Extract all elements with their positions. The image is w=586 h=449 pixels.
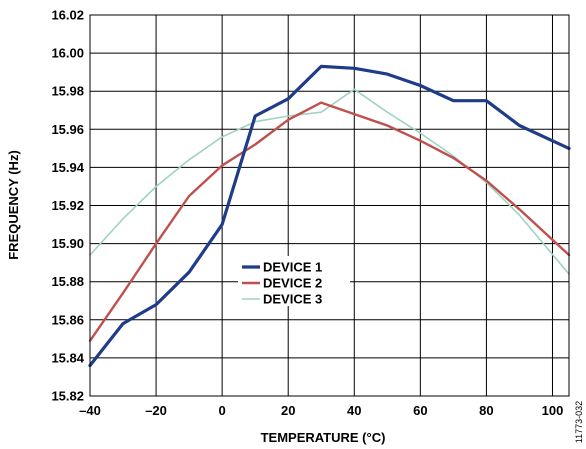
y-tick-label: 15.98 — [51, 84, 84, 99]
x-tick-label: 60 — [413, 403, 427, 418]
tick-labels: –40 –20 0 20 40 60 80 100 15.82 15.84 15.86 15.88 15… — [51, 8, 563, 419]
y-tick-label: 15.94 — [51, 160, 84, 175]
legend-label: DEVICE 3 — [263, 292, 322, 307]
y-tick-label: 15.92 — [51, 198, 84, 213]
grid — [89, 14, 569, 397]
x-axis-label: TEMPERATURE (°C) — [261, 430, 386, 445]
legend-background — [238, 256, 350, 306]
x-tick-label: 40 — [347, 403, 361, 418]
y-tick-label: 15.84 — [51, 350, 84, 365]
figure-id: 11773-032 — [574, 401, 584, 443]
legend-label: DEVICE 1 — [263, 260, 322, 275]
x-tick-label: –20 — [145, 403, 167, 418]
x-tick-label: 20 — [281, 403, 295, 418]
y-tick-label: 15.86 — [51, 312, 84, 327]
y-tick-label: 16.00 — [51, 46, 84, 61]
plot-frame — [89, 14, 570, 397]
y-tick-label: 15.82 — [51, 389, 84, 404]
y-tick-label: 15.90 — [51, 236, 84, 251]
y-tick-label: 16.02 — [51, 8, 84, 23]
x-tick-label: 100 — [542, 403, 564, 418]
y-tick-label: 15.96 — [51, 122, 84, 137]
x-tick-label: 0 — [219, 403, 226, 418]
series-line-device-1 — [88, 64, 571, 368]
x-tick-label: –40 — [79, 403, 101, 418]
series-line-device-2 — [88, 101, 571, 342]
y-axis-label: FREQUENCY (Hz) — [6, 150, 21, 260]
series-line-device-3 — [89, 88, 570, 275]
series-group — [88, 64, 571, 368]
y-tick-label: 15.88 — [51, 274, 84, 289]
legend-label: DEVICE 2 — [263, 276, 322, 291]
x-tick-label: 80 — [479, 403, 493, 418]
